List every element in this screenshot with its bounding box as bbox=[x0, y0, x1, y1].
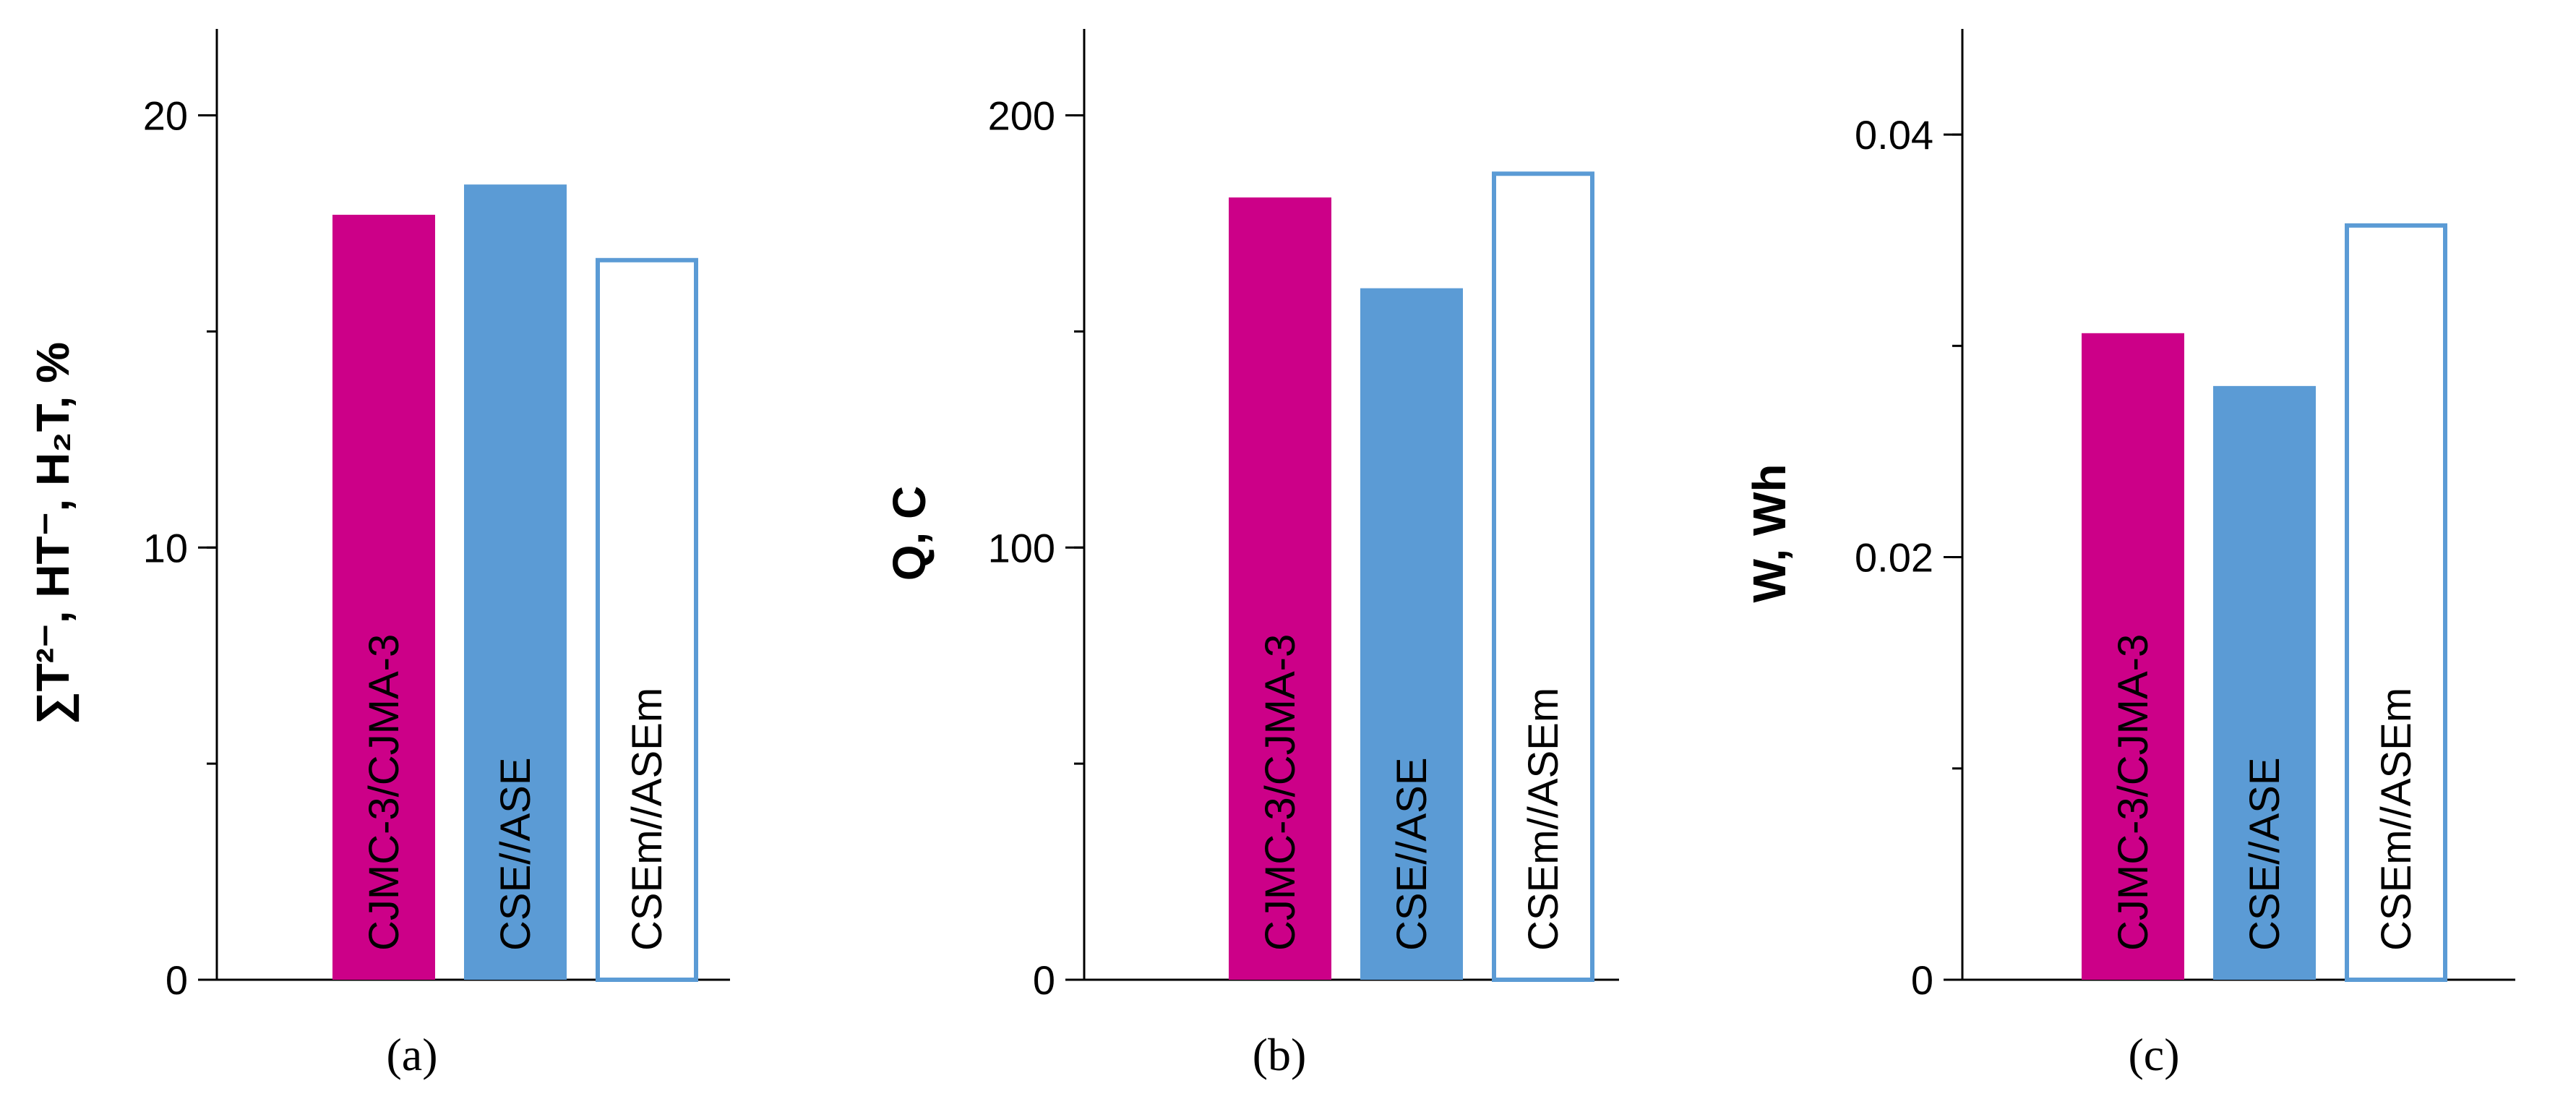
panel-label: (a) bbox=[386, 1029, 437, 1080]
bar-1 bbox=[332, 215, 435, 980]
bar-3 bbox=[1492, 171, 1594, 982]
bar-1 bbox=[2082, 333, 2184, 980]
y-tick-label: 0.04 bbox=[1855, 112, 1933, 158]
bar-category-label: CSE//ASE bbox=[492, 757, 539, 951]
bar-category-label: CJMC-3/CJMA-3 bbox=[361, 634, 408, 951]
bar-category-label: CSEm//ASEm bbox=[2373, 688, 2420, 951]
panel-b: 0 100 200 Q, C CJMC-3/CJMA-3 CSE//ASE CSEm//AS… bbox=[883, 29, 1619, 1080]
y-tick-label: 0 bbox=[1033, 957, 1055, 1003]
bar-2 bbox=[464, 184, 567, 980]
bar-3 bbox=[2345, 223, 2447, 982]
y-tick-label: 0 bbox=[166, 957, 188, 1003]
y-axis-label: W, Wh bbox=[1743, 464, 1795, 603]
y-tick-label: 200 bbox=[988, 93, 1055, 139]
bar-category-label: CSE//ASE bbox=[2241, 757, 2288, 951]
bar-category-label: CJMC-3/CJMA-3 bbox=[1257, 634, 1304, 951]
bar-category-label: CSEm//ASEm bbox=[1520, 688, 1567, 951]
y-tick-label: 100 bbox=[988, 525, 1055, 570]
y-tick-label: 0.02 bbox=[1855, 535, 1933, 581]
bar-category-label: CSE//ASE bbox=[1388, 757, 1435, 951]
bar-2 bbox=[2213, 385, 2316, 980]
y-axis-label: Q, C bbox=[883, 486, 935, 581]
panel-label: (c) bbox=[2128, 1029, 2179, 1080]
bar-category-label: CJMC-3/CJMA-3 bbox=[2110, 634, 2157, 951]
bar-category-label: CSEm//ASEm bbox=[624, 688, 671, 951]
panel-a: 0 10 20 ∑T²⁻, HT⁻, H₂T, % CJMC-3/CJMA-3 CSE//… bbox=[27, 29, 730, 1080]
bar-3 bbox=[596, 257, 698, 982]
y-tick-label: 10 bbox=[143, 525, 188, 570]
y-tick-label: 20 bbox=[143, 93, 188, 139]
bar-1 bbox=[1229, 197, 1331, 980]
panel-c: 0 0.02 0.04 W, Wh CJMC-3/CJMA-3 CSE//ASE CSEm/… bbox=[1743, 29, 2515, 1080]
panel-label: (b) bbox=[1253, 1029, 1307, 1080]
y-axis-label: ∑T²⁻, HT⁻, H₂T, % bbox=[27, 342, 80, 725]
y-tick-label: 0 bbox=[1911, 957, 1933, 1003]
bar-2 bbox=[1360, 288, 1463, 980]
